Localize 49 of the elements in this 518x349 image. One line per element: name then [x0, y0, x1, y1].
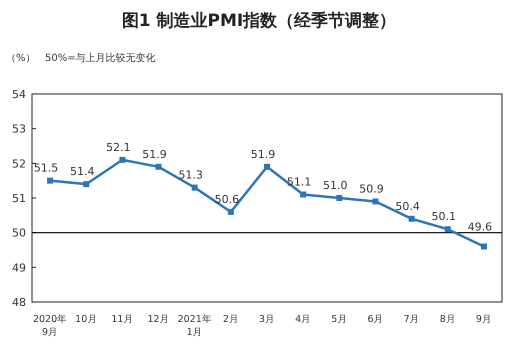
x-tick-label: 8月	[440, 314, 456, 325]
point	[336, 195, 342, 201]
point	[156, 164, 162, 170]
y-tick-label: 48	[12, 296, 26, 309]
y-tick-label: 53	[12, 122, 26, 136]
data-label: 51.3	[178, 168, 203, 182]
point	[444, 226, 451, 232]
data-label: 51.4	[70, 165, 94, 178]
point	[47, 178, 54, 184]
text: 50%=与上月比较无变化	[45, 52, 156, 64]
chart-title: 图1 制造业PMI指数（经季节调整）	[122, 11, 396, 31]
x-tick-label: 7月	[404, 314, 420, 325]
y-axis-title: （%）	[6, 53, 36, 64]
data-label: 51.0	[323, 179, 348, 192]
data-label: 50.6	[214, 192, 240, 206]
x-tick-label: 2021年 1月	[178, 313, 212, 338]
point	[300, 192, 306, 198]
point	[192, 184, 198, 191]
data-label: 51.9	[250, 148, 276, 161]
x-tick-label: 6月	[367, 314, 384, 325]
data-label: 50.1	[432, 210, 456, 224]
y-tick-label: 50	[12, 226, 26, 240]
data-label: 50.4	[395, 200, 420, 213]
x-tick-label: 2020年 9月	[32, 313, 68, 338]
x-tick-label: 9月	[476, 314, 492, 325]
point	[83, 181, 90, 188]
x-tick-label: 2月	[222, 314, 239, 325]
y-tick-label: 51	[12, 192, 26, 205]
data-label: 50.9	[359, 182, 384, 196]
x-tick-label: 4月	[295, 314, 312, 325]
x-tick-label: 12月	[147, 314, 170, 325]
y-tick-label: 52	[12, 157, 26, 170]
y-tick-label: 49	[12, 261, 26, 274]
point	[480, 244, 487, 250]
x-tick-label: 3月	[258, 314, 276, 325]
point	[408, 216, 415, 222]
data-label: 51.1	[286, 176, 312, 189]
x-tick-label: 5月	[331, 314, 348, 325]
point	[264, 164, 270, 170]
data-label: 51.9	[142, 148, 167, 161]
data-label: 49.6	[468, 220, 492, 234]
data-label: 51.5	[34, 162, 58, 175]
x-tick-label: 10月	[75, 314, 98, 325]
y-tick-label: 54	[12, 88, 26, 101]
data-label: 52.1	[106, 140, 131, 154]
point	[372, 198, 378, 204]
point	[228, 208, 234, 215]
point	[119, 156, 126, 163]
x-tick-label: 11月	[111, 314, 134, 325]
